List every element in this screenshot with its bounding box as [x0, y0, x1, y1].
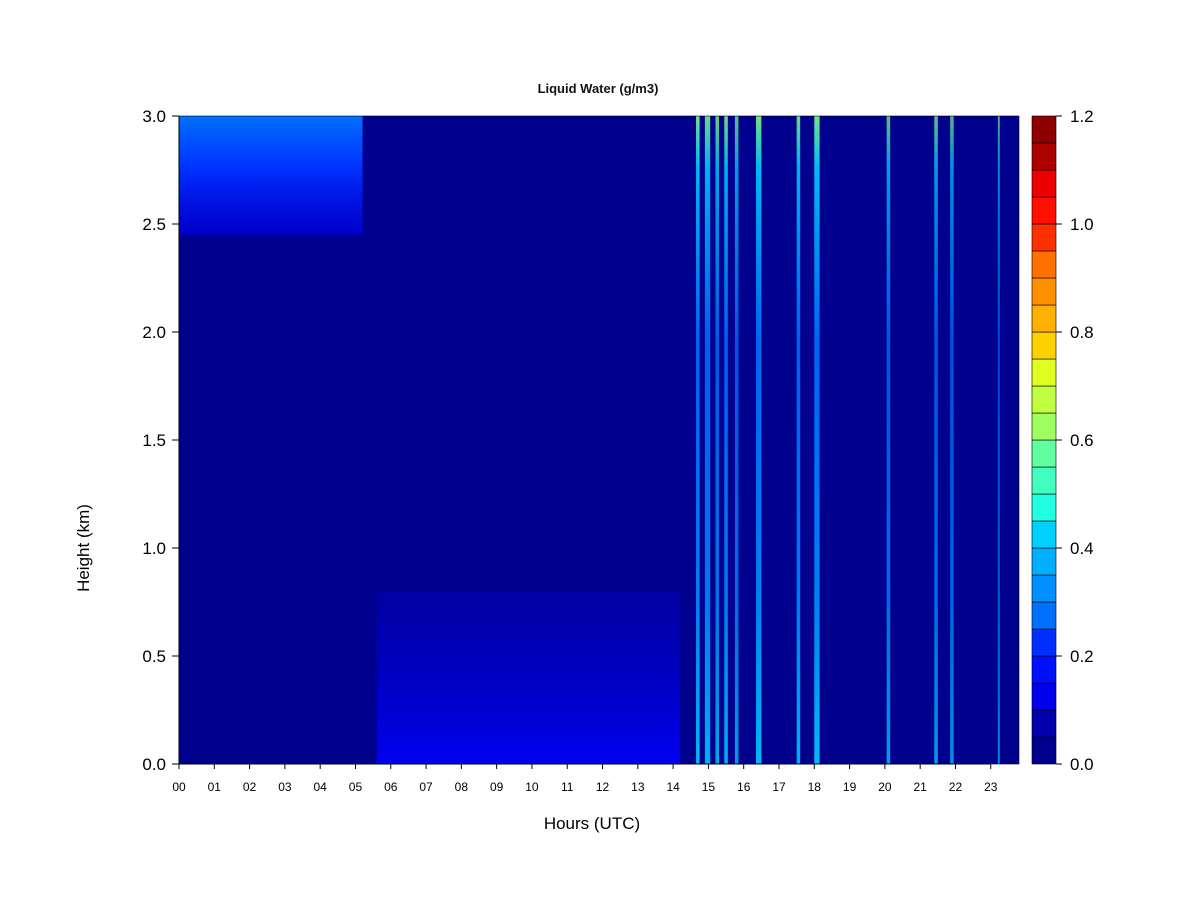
colorbar-tick-label: 0.4 [1070, 539, 1094, 558]
colorbar-swatch [1031, 655, 1057, 684]
x-tick-label: 07 [419, 780, 433, 794]
x-tick-label: 23 [984, 780, 998, 794]
heatmap-features [179, 116, 1000, 764]
colorbar-swatch [1031, 385, 1057, 414]
colorbar-tick-label: 0.0 [1070, 755, 1094, 774]
y-tick-label: 1.5 [142, 431, 166, 450]
colorbar-swatch [1031, 169, 1057, 198]
y-tick-label: 2.5 [142, 215, 166, 234]
colorbar-swatch [1031, 115, 1057, 144]
y-tick-label: 0.5 [142, 647, 166, 666]
x-tick-label: 22 [949, 780, 963, 794]
colorbar-tick-label: 0.2 [1070, 647, 1094, 666]
x-tick-label: 02 [243, 780, 257, 794]
colorbar-swatch [1031, 142, 1057, 171]
precip-column-3 [704, 116, 711, 764]
chart-title: Liquid Water (g/m3) [538, 81, 659, 96]
colorbar-swatch [1031, 709, 1057, 738]
colorbar-swatch [1031, 736, 1057, 765]
colorbar-swatch [1031, 331, 1057, 360]
colorbar-tick-label: 1.0 [1070, 215, 1094, 234]
y-tick-label: 1.0 [142, 539, 166, 558]
colorbar-swatch [1031, 520, 1057, 549]
colorbar-swatch [1031, 439, 1057, 468]
colorbar-swatch [1031, 466, 1057, 495]
x-tick-label: 19 [843, 780, 857, 794]
colorbar-swatch [1031, 223, 1057, 252]
y-axis: 0.0 0.5 1.0 1.5 2.0 2.5 3.0 [142, 107, 180, 774]
x-tick-label: 13 [631, 780, 645, 794]
colorbar-swatch [1031, 412, 1057, 441]
x-tick-label: 17 [772, 780, 786, 794]
x-tick-label: 05 [349, 780, 363, 794]
x-axis: 00 01 02 03 04 05 06 07 08 09 10 11 12 13 14 15 16 17 18 19… [172, 763, 998, 794]
x-axis-label: Hours (UTC) [544, 814, 640, 833]
colorbar-swatch [1031, 601, 1057, 630]
x-tick-label: 16 [737, 780, 751, 794]
x-tick-label: 12 [596, 780, 610, 794]
precip-column-5 [724, 116, 728, 764]
x-tick-label: 03 [278, 780, 292, 794]
colorbar-swatch [1031, 682, 1057, 711]
colorbar-tick-label: 1.2 [1070, 107, 1094, 126]
colorbar-swatch [1031, 196, 1057, 225]
y-axis-label: Height (km) [74, 504, 93, 592]
x-tick-label: 15 [702, 780, 716, 794]
y-tick-label: 0.0 [142, 755, 166, 774]
x-tick-label: 21 [913, 780, 927, 794]
x-tick-label: 10 [525, 780, 539, 794]
precip-column-6 [734, 116, 739, 764]
colorbar: 0.0 0.2 0.4 0.6 0.8 1.0 1.2 [1031, 107, 1094, 774]
colorbar-swatch [1031, 250, 1057, 279]
colorbar-tick-label: 0.8 [1070, 323, 1094, 342]
precip-column-13 [997, 116, 1000, 764]
x-tick-label: 08 [455, 780, 469, 794]
colorbar-swatch [1031, 358, 1057, 387]
x-tick-label: 04 [313, 780, 327, 794]
precip-column-4 [715, 116, 719, 764]
x-tick-label: 20 [878, 780, 892, 794]
colorbar-swatch [1031, 277, 1057, 306]
precip-column-2 [696, 116, 700, 764]
heatmap-region-upper-cloud-morning [179, 116, 363, 235]
precip-column-9 [814, 116, 820, 764]
precip-column-7 [756, 116, 762, 764]
plot-area [178, 115, 1020, 765]
colorbar-tick-label: 0.6 [1070, 431, 1094, 450]
x-tick-label: 11 [561, 780, 574, 794]
heatmap-region-low-layer-day [376, 591, 681, 764]
colorbar-swatch [1031, 547, 1057, 576]
colorbar-swatch [1031, 493, 1057, 522]
x-tick-label: 00 [172, 780, 186, 794]
precip-column-11 [934, 116, 938, 764]
precip-column-12 [950, 116, 954, 764]
y-tick-label: 2.0 [142, 323, 166, 342]
precip-column-8 [796, 116, 801, 764]
y-tick-label: 3.0 [142, 107, 166, 126]
x-tick-label: 06 [384, 780, 398, 794]
precip-column-10 [886, 116, 891, 764]
x-tick-label: 09 [490, 780, 504, 794]
colorbar-swatch [1031, 574, 1057, 603]
colorbar-swatch [1031, 304, 1057, 333]
x-tick-label: 18 [808, 780, 822, 794]
x-tick-label: 14 [666, 780, 680, 794]
x-tick-label: 01 [208, 780, 222, 794]
colorbar-swatch [1031, 628, 1057, 657]
